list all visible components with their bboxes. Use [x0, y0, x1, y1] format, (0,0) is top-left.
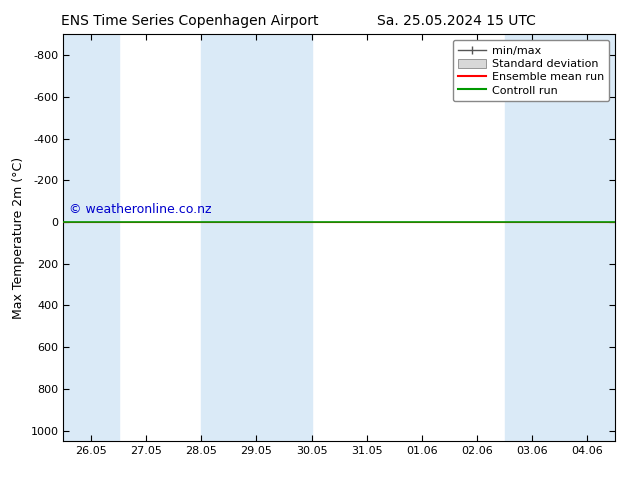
Legend: min/max, Standard deviation, Ensemble mean run, Controll run: min/max, Standard deviation, Ensemble me… — [453, 40, 609, 101]
Bar — [505, 34, 615, 441]
Text: Sa. 25.05.2024 15 UTC: Sa. 25.05.2024 15 UTC — [377, 14, 536, 28]
Bar — [63, 34, 119, 441]
Y-axis label: Max Temperature 2m (°C): Max Temperature 2m (°C) — [12, 157, 25, 318]
Bar — [202, 34, 312, 441]
Text: © weatheronline.co.nz: © weatheronline.co.nz — [69, 203, 211, 216]
Text: ENS Time Series Copenhagen Airport: ENS Time Series Copenhagen Airport — [61, 14, 319, 28]
